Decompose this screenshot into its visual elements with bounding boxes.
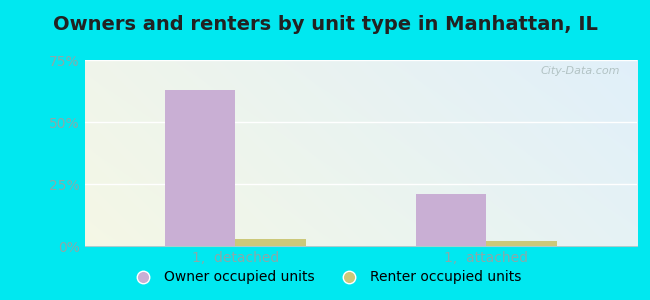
Text: Owners and renters by unit type in Manhattan, IL: Owners and renters by unit type in Manha…: [53, 15, 597, 34]
Bar: [235, 238, 306, 246]
Bar: [165, 90, 235, 246]
Text: City-Data.com: City-Data.com: [541, 66, 620, 76]
Bar: [416, 194, 486, 246]
Bar: [486, 241, 556, 246]
Legend: Owner occupied units, Renter occupied units: Owner occupied units, Renter occupied un…: [124, 265, 526, 290]
